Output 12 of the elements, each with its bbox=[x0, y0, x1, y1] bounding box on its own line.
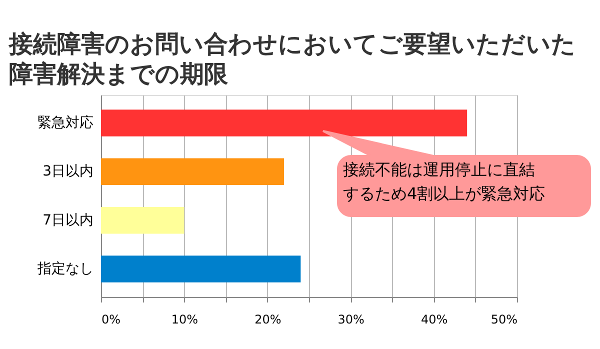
x-tick-label: 10% bbox=[171, 312, 198, 326]
x-tick-label: 50% bbox=[490, 312, 518, 326]
x-tick-label: 40% bbox=[420, 312, 448, 326]
y-tick-label: 7日以内 bbox=[42, 212, 94, 228]
y-tick-label: 3日以内 bbox=[42, 164, 94, 180]
y-tick-label: 指定なし bbox=[36, 261, 94, 278]
x-tick-label: 30% bbox=[338, 312, 364, 326]
x-tick-label: 20% bbox=[254, 312, 282, 326]
chart-title: 接続障害のお問い合わせにおいてご要望いただいた障害解決までの期限 bbox=[8, 30, 576, 88]
annotation: 接続不能は運用停止に直結するため4割以上が緊急対応 bbox=[343, 160, 546, 203]
y-tick-label: 緊急対応 bbox=[38, 114, 94, 131]
x-tick-label: 0% bbox=[102, 312, 121, 326]
